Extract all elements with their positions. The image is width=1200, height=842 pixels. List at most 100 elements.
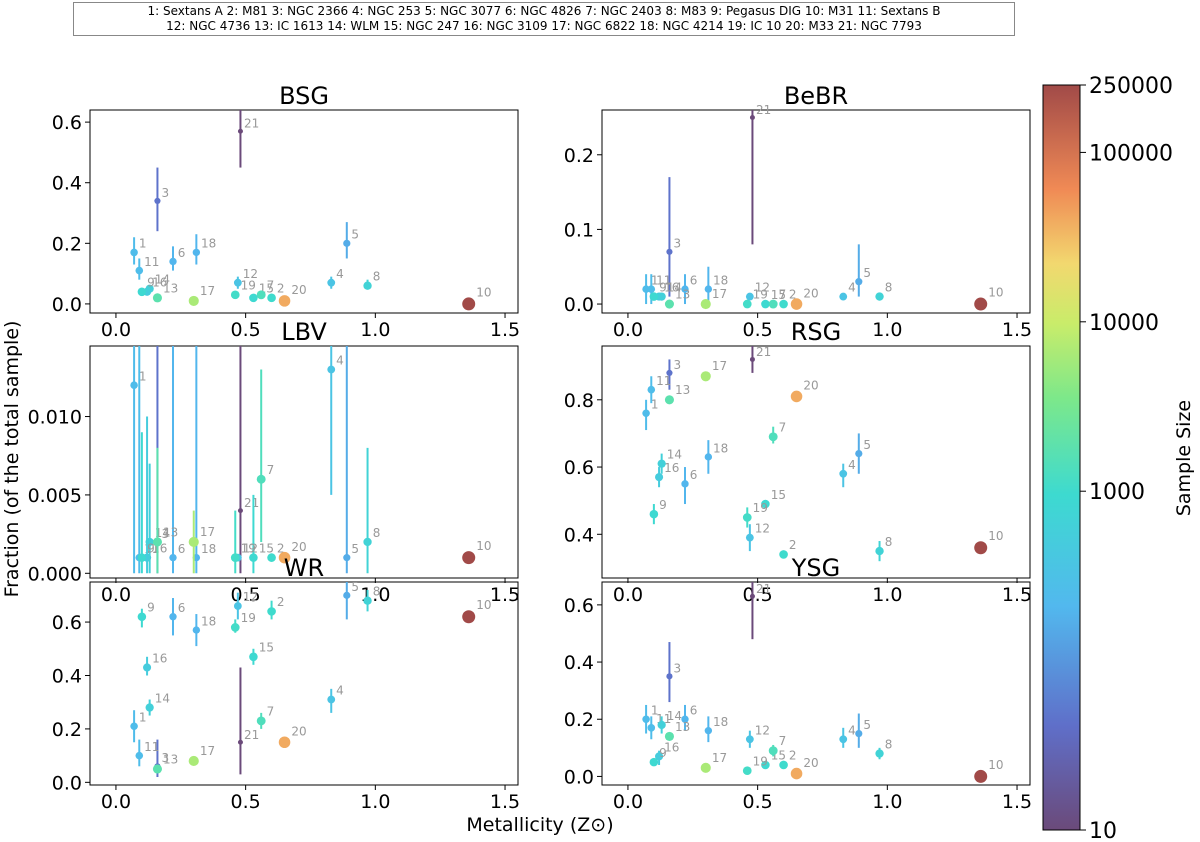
point-label-15: 15 (771, 288, 786, 302)
point-label-17: 17 (712, 359, 727, 373)
panel-frame (601, 109, 1031, 314)
point-label-6: 6 (690, 273, 698, 287)
y-tick-label: 0.0 (52, 772, 82, 794)
point-label-4: 4 (848, 458, 856, 472)
point-7 (768, 432, 778, 442)
galaxy-key-line-2: 12: NGC 4736 13: IC 1613 14: WLM 15: NGC… (166, 19, 922, 33)
point-label-21: 21 (244, 117, 259, 131)
point-label-2: 2 (277, 595, 285, 609)
point-5 (343, 591, 351, 599)
point-4 (327, 695, 336, 704)
point-label-2: 2 (277, 541, 285, 555)
point-8 (363, 596, 372, 605)
point-10 (974, 541, 988, 555)
point-label-6: 6 (178, 601, 186, 615)
point-label-18: 18 (201, 614, 216, 628)
x-tick-label: 0.5 (231, 319, 261, 341)
point-10 (462, 297, 476, 311)
point-label-8: 8 (885, 280, 893, 294)
point-15 (249, 293, 258, 303)
point-1 (642, 409, 650, 418)
colorbar: 10 1000 10000 100000 250000 Sample Size (1042, 74, 1195, 842)
point-3 (154, 197, 161, 204)
point-13 (152, 764, 162, 774)
point-9 (137, 553, 147, 562)
point-5 (855, 449, 863, 458)
point-label-10: 10 (988, 529, 1003, 543)
point-6 (681, 285, 689, 293)
y-tick-label: 0.2 (564, 709, 594, 731)
x-tick-label: 0.5 (231, 791, 261, 813)
point-6 (681, 480, 689, 488)
point-label-4: 4 (336, 684, 344, 698)
point-3 (666, 673, 673, 680)
point-label-2: 2 (789, 749, 797, 763)
point-20 (278, 295, 291, 307)
point-12 (233, 602, 242, 610)
point-9 (137, 612, 147, 622)
point-10 (974, 769, 988, 783)
point-4 (327, 365, 336, 374)
galaxy-key: 1: Sextans A 2: M81 3: NGC 2366 4: NGC 2… (73, 2, 1015, 36)
point-label-19: 19 (241, 278, 256, 292)
point-label-5: 5 (351, 228, 359, 242)
point-6 (169, 257, 177, 266)
panel-title: WR (284, 554, 324, 582)
point-8 (875, 749, 884, 758)
y-tick-label: 0.005 (28, 485, 82, 507)
point-label-13: 13 (675, 383, 690, 397)
point-1 (130, 248, 138, 257)
point-label-5: 5 (863, 438, 871, 452)
y-tick-label: 0.2 (564, 145, 594, 167)
point-label-21: 21 (756, 103, 771, 117)
point-5 (343, 239, 351, 247)
point-label-9: 9 (659, 280, 667, 294)
panel-frame (89, 109, 519, 314)
point-label-3: 3 (674, 661, 682, 675)
point-label-14: 14 (667, 709, 682, 723)
point-label-12: 12 (755, 281, 770, 295)
point-label-7: 7 (779, 288, 787, 302)
point-12 (745, 533, 754, 542)
point-label-6: 6 (690, 704, 698, 718)
point-7 (256, 716, 266, 726)
point-11 (647, 724, 656, 732)
point-12 (745, 292, 754, 301)
point-label-2: 2 (789, 538, 797, 552)
point-label-11: 11 (144, 740, 159, 754)
point-17 (700, 762, 711, 773)
point-10 (462, 610, 476, 624)
point-8 (363, 281, 372, 290)
y-tick-label: 0.4 (52, 173, 82, 195)
x-tick-label: 0.5 (743, 584, 773, 606)
point-label-19: 19 (753, 288, 768, 302)
point-2 (267, 553, 276, 562)
point-1 (130, 381, 138, 389)
point-label-11: 11 (144, 255, 159, 269)
point-19 (230, 290, 240, 300)
x-tick-label: 1.5 (1002, 791, 1032, 813)
panel-frame (89, 581, 519, 786)
point-14 (657, 459, 666, 468)
point-17 (188, 536, 199, 548)
point-8 (875, 292, 884, 301)
point-20 (790, 767, 803, 780)
point-label-6: 6 (690, 468, 698, 482)
point-5 (343, 554, 351, 562)
point-7 (256, 290, 266, 300)
panel-frame (601, 345, 1031, 579)
point-9 (649, 509, 659, 519)
point-3 (666, 369, 673, 376)
point-21 (749, 356, 755, 362)
point-15 (249, 553, 258, 562)
point-label-20: 20 (291, 724, 306, 738)
point-11 (135, 751, 144, 760)
x-tick-label: 0.0 (101, 319, 131, 341)
point-2 (779, 550, 788, 559)
point-19 (742, 513, 752, 522)
point-label-8: 8 (373, 526, 381, 540)
x-tick-label: 0.0 (613, 319, 643, 341)
colorbar-bar (1042, 84, 1081, 831)
point-label-7: 7 (779, 420, 787, 434)
